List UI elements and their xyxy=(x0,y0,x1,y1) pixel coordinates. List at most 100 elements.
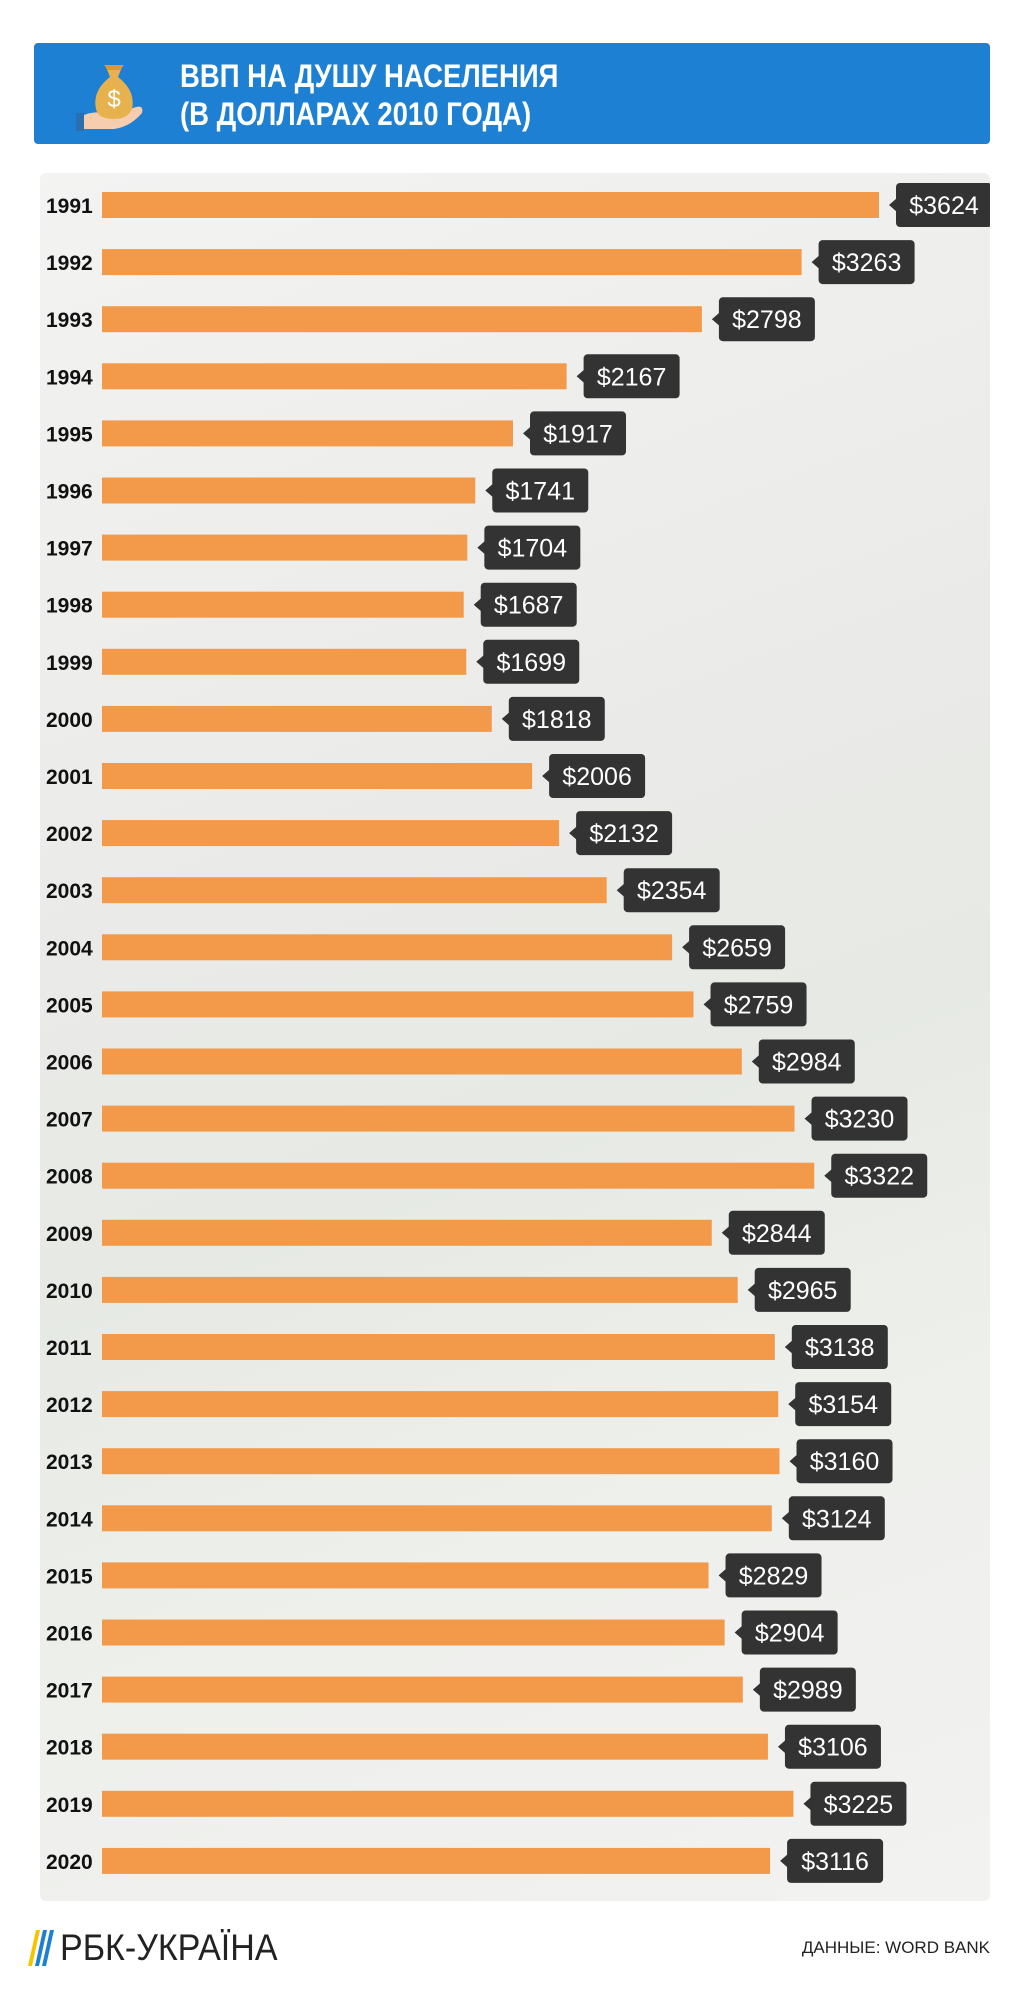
value-label-pointer xyxy=(747,1282,756,1297)
value-label-pointer xyxy=(780,1853,789,1868)
year-label: 2004 xyxy=(46,937,93,960)
year-label: 2006 xyxy=(46,1052,93,1075)
bar-2018 xyxy=(102,1733,768,1760)
bar-1997 xyxy=(102,534,468,561)
year-label: 2020 xyxy=(46,1851,93,1874)
value-label-pointer xyxy=(682,940,691,955)
bar-chart: 1991 $3624 1992 $3263 1993 $2798 1994 $2167 1995… xyxy=(46,183,990,1883)
value-label-box xyxy=(759,1667,856,1712)
bar-2000 xyxy=(102,705,492,732)
value-label-pointer xyxy=(721,1225,730,1240)
bar-1998 xyxy=(102,591,464,618)
value-label-pointer xyxy=(711,312,720,327)
value-label-pointer xyxy=(824,1168,833,1183)
value-label-box xyxy=(811,1096,908,1141)
bar-1995 xyxy=(102,420,514,447)
value-label-pointer xyxy=(734,1625,743,1640)
value-label-pointer xyxy=(616,883,625,898)
value-label-pointer xyxy=(501,711,510,726)
year-label: 1998 xyxy=(46,595,93,618)
year-label: 2016 xyxy=(46,1623,93,1646)
value-label-pointer xyxy=(476,654,485,669)
bar-2008 xyxy=(102,1162,815,1189)
value-label-pointer xyxy=(703,997,712,1012)
bar-1994 xyxy=(102,363,567,390)
bar-2010 xyxy=(102,1276,738,1303)
value-label-pointer xyxy=(718,1568,727,1583)
value-label-pointer xyxy=(752,1682,761,1697)
value-label: $3263 xyxy=(832,249,902,277)
bar-1999 xyxy=(102,648,467,675)
year-label: 2000 xyxy=(46,709,93,732)
value-label-pointer xyxy=(777,1739,786,1754)
bar-2003 xyxy=(102,877,607,904)
value-label: $3106 xyxy=(798,1734,868,1762)
bar-1991 xyxy=(102,192,879,218)
value-label-box xyxy=(492,468,589,513)
chart-title: ВВП НА ДУШУ НАСЕЛЕНИЯ (В ДОЛЛАРАХ 2010 Г… xyxy=(180,57,558,133)
data-source: ДАННЫЕ: WORD BANK xyxy=(801,1938,990,1957)
bar-2020 xyxy=(102,1847,771,1874)
svg-text:$: $ xyxy=(107,86,120,113)
value-label: $2167 xyxy=(597,363,667,391)
value-label-box xyxy=(689,925,786,970)
value-label: $2965 xyxy=(768,1277,838,1305)
value-label: $2354 xyxy=(637,877,707,905)
value-label: $2759 xyxy=(724,991,794,1019)
year-label: 1991 xyxy=(46,195,93,218)
year-label: 2007 xyxy=(46,1109,93,1132)
value-label: $3124 xyxy=(802,1505,872,1533)
value-label: $2798 xyxy=(732,306,802,334)
value-label-box xyxy=(508,696,605,741)
value-label-pointer xyxy=(473,597,482,612)
value-label-box xyxy=(754,1267,851,1312)
value-label-box xyxy=(791,1325,888,1369)
year-label: 2011 xyxy=(46,1337,92,1360)
value-label-box xyxy=(796,1439,893,1484)
value-label: $1704 xyxy=(498,535,568,563)
value-label-pointer xyxy=(789,1454,798,1469)
bar-2014 xyxy=(102,1505,772,1532)
value-label-box xyxy=(831,1153,928,1198)
chart-header: $ ВВП НА ДУШУ НАСЕЛЕНИЯ (В ДОЛЛАРАХ 2010… xyxy=(34,43,990,144)
value-label-box xyxy=(725,1553,822,1598)
value-label-box xyxy=(583,354,680,399)
value-label: $2904 xyxy=(755,1620,825,1648)
value-label-pointer xyxy=(784,1340,793,1354)
value-label-box xyxy=(728,1210,825,1255)
year-label: 2017 xyxy=(46,1680,93,1703)
value-label-box xyxy=(788,1496,885,1541)
chart-panel: 1991 $3624 1992 $3263 1993 $2798 1994 $2167 1995… xyxy=(40,173,990,1901)
value-label: $3322 xyxy=(844,1163,914,1191)
value-label: $3138 xyxy=(805,1334,875,1362)
value-label: $3225 xyxy=(824,1791,894,1819)
bar-2015 xyxy=(102,1562,709,1589)
value-label-box xyxy=(576,811,673,856)
value-label: $2006 xyxy=(562,763,632,791)
year-label: 2013 xyxy=(46,1451,93,1474)
bar-2002 xyxy=(102,820,560,847)
value-label: $1687 xyxy=(494,592,564,620)
value-label: $3116 xyxy=(801,1848,869,1876)
value-label-pointer xyxy=(751,1054,760,1069)
value-label-pointer xyxy=(788,1397,797,1412)
value-label-box xyxy=(758,1039,855,1084)
value-label-pointer xyxy=(889,198,897,212)
value-label: $2844 xyxy=(742,1220,812,1248)
value-label-box xyxy=(549,754,646,798)
year-label: 1994 xyxy=(46,366,93,389)
bar-2001 xyxy=(102,763,533,789)
value-label-pointer xyxy=(542,769,551,783)
year-label: 1999 xyxy=(46,652,93,675)
rbc-logo-icon xyxy=(28,1930,54,1966)
year-label: 2003 xyxy=(46,880,93,903)
bar-1992 xyxy=(102,249,802,276)
value-label-pointer xyxy=(576,369,585,384)
bar-2004 xyxy=(102,934,673,961)
value-label-box xyxy=(787,1838,884,1883)
money-bag-in-hand-icon: $ xyxy=(76,65,143,131)
bar-2013 xyxy=(102,1448,780,1475)
bar-2007 xyxy=(102,1105,795,1132)
bar-2017 xyxy=(102,1676,743,1703)
value-label: $3160 xyxy=(810,1448,880,1476)
